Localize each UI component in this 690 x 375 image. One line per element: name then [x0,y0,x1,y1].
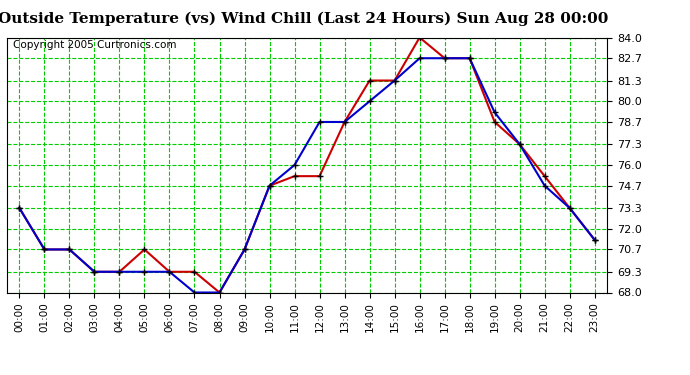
Text: Copyright 2005 Curtronics.com: Copyright 2005 Curtronics.com [13,40,177,50]
Text: Outside Temperature (vs) Wind Chill (Last 24 Hours) Sun Aug 28 00:00: Outside Temperature (vs) Wind Chill (Las… [0,11,609,26]
